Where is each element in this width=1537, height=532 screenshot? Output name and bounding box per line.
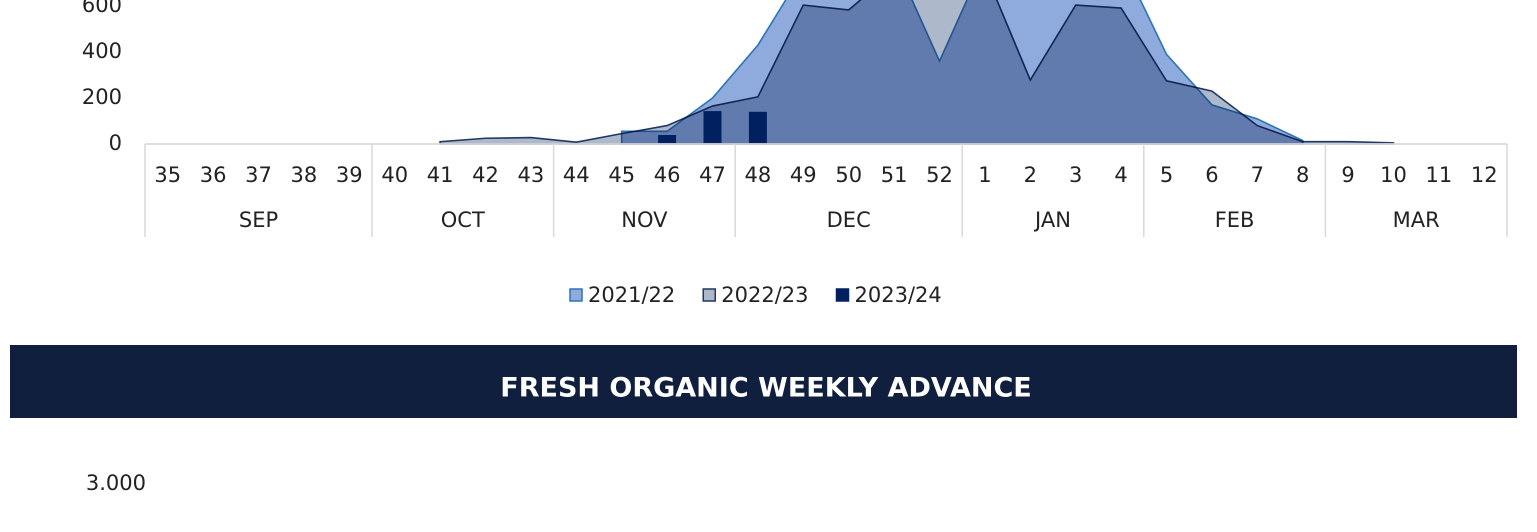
x-tick-label: 42 bbox=[472, 163, 499, 187]
x-tick-label: 35 bbox=[154, 163, 181, 187]
area bbox=[439, 0, 1395, 145]
x-tick-label: 38 bbox=[291, 163, 318, 187]
x-tick-label: 39 bbox=[336, 163, 363, 187]
group-label: FEB bbox=[1215, 208, 1255, 232]
x-tick-label: 8 bbox=[1296, 163, 1309, 187]
x-tick-label: 7 bbox=[1251, 163, 1264, 187]
x-tick-label: 12 bbox=[1471, 163, 1498, 187]
legend-swatch bbox=[702, 288, 716, 302]
x-tick-label: 2 bbox=[1024, 163, 1037, 187]
banner-title: FRESH ORGANIC WEEKLY ADVANCE bbox=[500, 373, 1031, 404]
plot-area bbox=[439, 0, 1395, 145]
x-tick-label: 5 bbox=[1160, 163, 1173, 187]
legend-swatch bbox=[835, 288, 850, 302]
x-tick-label: 47 bbox=[699, 163, 726, 187]
x-tick-label: 46 bbox=[654, 163, 681, 187]
y-tick-label: 600 bbox=[82, 0, 122, 17]
legend-swatch bbox=[569, 288, 583, 302]
group-label: SEP bbox=[239, 208, 278, 232]
x-tick-label: 52 bbox=[926, 163, 953, 187]
group-label: DEC bbox=[827, 208, 871, 232]
x-tick-label: 51 bbox=[881, 163, 908, 187]
x-tick-label: 41 bbox=[427, 163, 454, 187]
x-tick-label: 49 bbox=[790, 163, 817, 187]
legend-label: 2022/23 bbox=[721, 283, 808, 307]
group-label: MAR bbox=[1393, 208, 1440, 232]
group-label: OCT bbox=[441, 208, 485, 232]
bar bbox=[658, 135, 677, 144]
group-label: JAN bbox=[1033, 208, 1071, 232]
x-tick-label: 6 bbox=[1205, 163, 1218, 187]
x-tick-label: 37 bbox=[245, 163, 272, 187]
x-tick-label: 44 bbox=[563, 163, 590, 187]
x-tick-label: 45 bbox=[608, 163, 635, 187]
banner-bg bbox=[10, 345, 1517, 418]
x-tick-label: 4 bbox=[1114, 163, 1127, 187]
x-tick-label: 36 bbox=[200, 163, 227, 187]
x-tick-label: 48 bbox=[745, 163, 772, 187]
y-tick-label: 3.000 bbox=[86, 471, 146, 495]
y-tick-label: 200 bbox=[82, 85, 122, 109]
x-tick-label: 50 bbox=[835, 163, 862, 187]
x-tick-label: 3 bbox=[1069, 163, 1082, 187]
x-tick-label: 11 bbox=[1426, 163, 1453, 187]
x-tick-label: 9 bbox=[1341, 163, 1354, 187]
bar bbox=[748, 111, 767, 144]
group-label: NOV bbox=[621, 208, 668, 232]
x-tick-label: 10 bbox=[1380, 163, 1407, 187]
legend-label: 2023/24 bbox=[855, 283, 942, 307]
x-tick-label: 40 bbox=[381, 163, 408, 187]
x-tick-label: 43 bbox=[518, 163, 545, 187]
y-tick-label: 400 bbox=[82, 39, 122, 63]
legend-label: 2021/22 bbox=[588, 283, 675, 307]
x-tick-label: 1 bbox=[978, 163, 991, 187]
bar bbox=[703, 111, 722, 144]
y-tick-label: 0 bbox=[109, 131, 122, 155]
